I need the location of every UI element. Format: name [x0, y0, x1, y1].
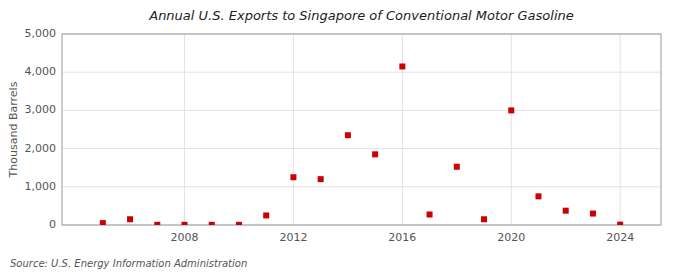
source-note: Source: U.S. Energy Information Administ…: [10, 258, 247, 269]
point: [127, 216, 133, 222]
point: [399, 63, 405, 69]
x-tick-label: 2008: [171, 231, 199, 244]
x-grid-line: [184, 34, 185, 225]
x-grid-line: [402, 34, 403, 225]
point: [100, 220, 106, 225]
point: [345, 132, 351, 138]
y-tick-label: 2,000: [25, 142, 57, 155]
axes: 0 1,000 2,000 3,000 4,000 5,000 2008 2012 2016 20…: [25, 27, 662, 244]
y-tick-label: 5,000: [25, 27, 57, 40]
x-grid-line: [293, 34, 294, 225]
title: Annual U.S. Exports to Singapore of Conv…: [148, 8, 574, 23]
x-grid-line: [511, 34, 512, 225]
points: [100, 63, 623, 225]
y-grid-line: [62, 148, 661, 149]
point: [481, 216, 487, 222]
point: [454, 164, 460, 170]
point: [209, 222, 215, 225]
x-tick-label: 2020: [497, 231, 525, 244]
plot-area: [62, 34, 661, 225]
y-tick-label: 4,000: [25, 65, 57, 78]
point: [617, 222, 623, 225]
point: [318, 176, 324, 182]
x-tick-label: 2024: [606, 231, 634, 244]
point: [372, 151, 378, 157]
point: [154, 222, 160, 225]
point: [236, 222, 242, 225]
point: [263, 212, 269, 218]
y-grid-line: [62, 72, 661, 73]
x-grid-line: [620, 34, 621, 225]
y-tick-label: 1,000: [25, 180, 57, 193]
x-tick-label: 2012: [279, 231, 307, 244]
point: [590, 211, 596, 217]
point: [290, 174, 296, 180]
point: [535, 193, 541, 199]
plot-frame: [62, 34, 661, 225]
y-grid-line: [62, 186, 661, 187]
x-tick-label: 2016: [388, 231, 416, 244]
grid: [62, 34, 661, 225]
point: [427, 211, 433, 217]
point: [182, 222, 188, 225]
y-tick-label: 3,000: [25, 103, 57, 116]
y-tick-label: 0: [49, 218, 56, 231]
y-grid-line: [62, 110, 661, 111]
point: [508, 107, 514, 113]
point: [563, 208, 569, 214]
chart: 0 1,000 2,000 3,000 4,000 5,000 2008 2012 2016 20…: [0, 0, 675, 275]
y-axis-label: Thousand Barrels: [7, 81, 20, 178]
